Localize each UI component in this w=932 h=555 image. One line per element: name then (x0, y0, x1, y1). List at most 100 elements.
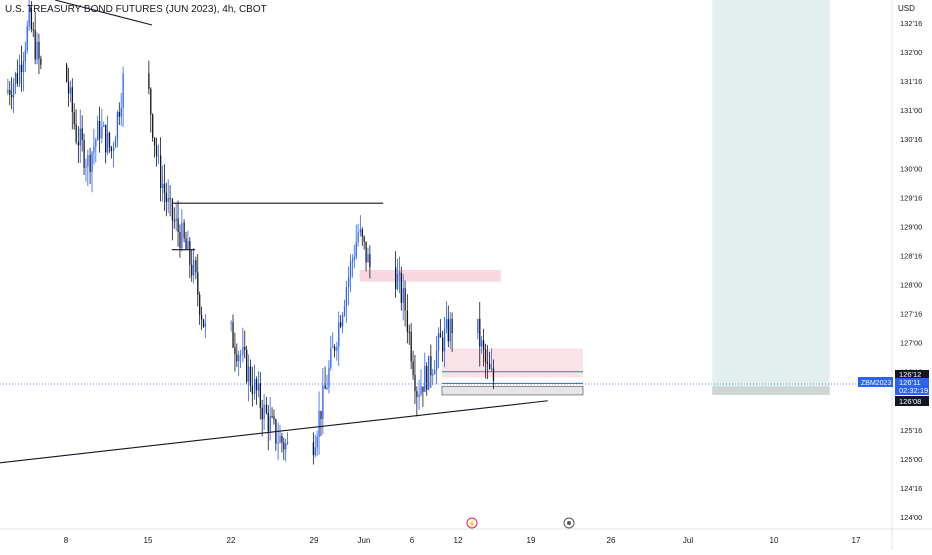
candle-body (30, 7, 33, 30)
candle-body (148, 73, 150, 89)
candle-body (244, 346, 246, 350)
price-tick-label: 125'16 (900, 426, 922, 435)
lightning-icon (466, 517, 478, 529)
price-tick-label: 130'16 (900, 135, 922, 144)
candle-body (246, 349, 248, 382)
price-label-box (895, 378, 929, 387)
candle-body (113, 147, 115, 152)
candle-body (414, 374, 416, 392)
candle-body (434, 369, 436, 374)
candle-body (22, 61, 25, 72)
price-label-countdown: 02:32:19 (899, 386, 928, 395)
candle-body (173, 220, 175, 222)
candle-body (332, 346, 334, 348)
candle-body (398, 272, 401, 275)
candle-body (430, 356, 432, 376)
candle-body (283, 442, 285, 450)
candle-body (175, 218, 177, 221)
candle-body (9, 90, 11, 95)
candle-body (353, 257, 355, 260)
candle-body (160, 155, 162, 188)
candle-body (359, 229, 362, 233)
candle-body (197, 272, 199, 295)
candle-body (492, 368, 495, 382)
price-tick-label: 132'00 (900, 48, 922, 57)
price-label-marker-price: 126'08 (899, 397, 921, 406)
candle-body (408, 331, 410, 333)
candle-body (155, 145, 158, 156)
price-tick-label: 128'00 (900, 281, 922, 290)
candle-body (67, 81, 70, 94)
candle-body (26, 26, 28, 51)
candle-body (479, 318, 481, 347)
time-tick-label: 12 (454, 536, 463, 545)
price-tick-label: 127'00 (900, 339, 922, 348)
candle-body (422, 386, 424, 392)
candle-body (122, 73, 124, 109)
candle-body (451, 318, 453, 334)
candle-body (361, 229, 363, 237)
price-tick-label: 125'00 (900, 455, 922, 464)
candle-body (416, 391, 418, 398)
candle-body (343, 306, 346, 316)
candle-body (81, 128, 83, 141)
candle-body (477, 318, 479, 334)
candle-body (281, 435, 283, 443)
candle-body (277, 442, 279, 444)
candle-body (101, 126, 103, 139)
candle-body (40, 58, 42, 65)
candle-body (103, 124, 105, 127)
candle-body (330, 347, 332, 368)
drawn-trendline-top (54, 0, 153, 26)
candle-body (106, 132, 109, 153)
candle-body (87, 155, 89, 167)
candle-body (265, 404, 268, 413)
demand-zone (442, 348, 583, 378)
candle-body (349, 261, 352, 278)
candle-body (247, 366, 250, 382)
candle-body (202, 319, 205, 327)
candle-body (38, 41, 40, 59)
price-label-last-price: 126'12 (899, 370, 921, 379)
candle-body (165, 192, 167, 202)
candle-body (199, 294, 201, 315)
candle-body (83, 140, 85, 168)
candle-body (490, 368, 493, 370)
event-icon-dot (567, 521, 571, 525)
candles-layer (7, 0, 495, 465)
candle-body (424, 365, 426, 392)
candle-body (406, 310, 409, 332)
price-tick-label: 129'00 (900, 222, 922, 231)
candle-body (249, 366, 252, 386)
candle-body (365, 241, 367, 263)
time-tick-label: 19 (527, 536, 536, 545)
price-tick-label: 129'16 (900, 193, 922, 202)
candle-body (255, 379, 258, 391)
candle-body (163, 183, 166, 193)
candle-body (234, 347, 236, 355)
candle-body (32, 29, 34, 31)
candle-body (418, 394, 420, 398)
time-tick-label: Jun (358, 536, 371, 545)
candle-body (95, 140, 97, 147)
candle-body (179, 232, 181, 249)
lightning-icon-glyph: ⚡ (468, 519, 477, 528)
candle-body (428, 356, 430, 390)
candle-body (279, 435, 281, 443)
price-label-box (895, 386, 929, 395)
time-tick-label: 8 (64, 536, 69, 545)
candle-body (7, 90, 9, 93)
candle-body (89, 155, 91, 173)
candle-body (322, 385, 324, 419)
price-label-box (895, 396, 929, 406)
candle-body (402, 288, 404, 303)
time-tick-label: 17 (852, 536, 861, 545)
candle-body (85, 166, 87, 168)
candle-body (161, 183, 164, 188)
candle-body (11, 94, 13, 98)
candle-body (482, 340, 485, 350)
candle-body (437, 333, 440, 351)
